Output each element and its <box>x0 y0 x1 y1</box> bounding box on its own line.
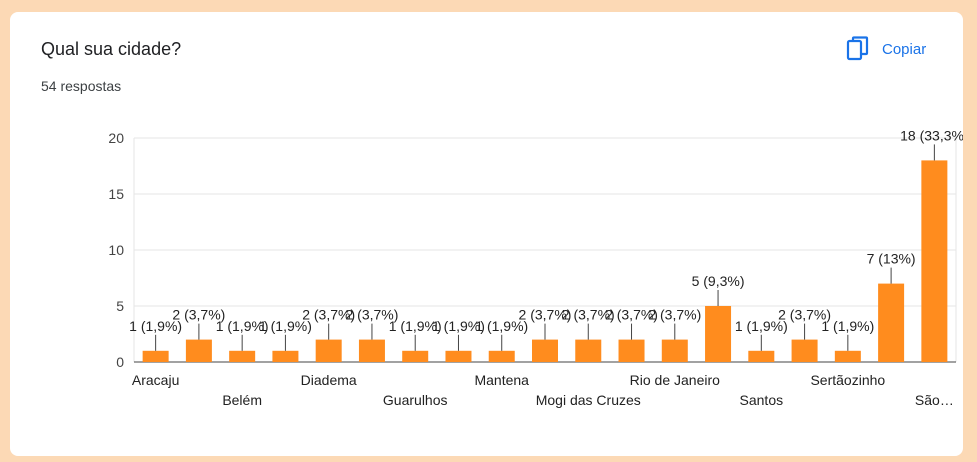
x-tick-label: Mantena <box>474 372 529 388</box>
data-label: 5 (9,3%) <box>692 273 745 289</box>
copy-button[interactable]: Copiar <box>840 34 932 64</box>
bar <box>705 306 732 362</box>
x-tick-label: São… <box>915 392 954 408</box>
data-label: 2 (3,7%) <box>648 307 701 323</box>
x-tick-label: Santos <box>740 392 784 408</box>
data-label: 1 (1,9%) <box>216 318 269 334</box>
x-tick-label: Aracaju <box>132 372 179 388</box>
data-label: 1 (1,9%) <box>389 318 442 334</box>
y-tick-label: 10 <box>108 242 124 258</box>
response-count: 54 respostas <box>41 78 122 94</box>
bar <box>921 160 948 362</box>
x-tick-label: Belém <box>222 392 262 408</box>
data-label: 1 (1,9%) <box>259 318 312 334</box>
x-tick-label: Guarulhos <box>383 392 448 408</box>
data-label: 2 (3,7%) <box>605 307 658 323</box>
data-label: 18 (33,3%) <box>900 127 963 143</box>
bar <box>834 350 861 362</box>
x-tick-label: Rio de Janeiro <box>630 372 720 388</box>
data-label: 1 (1,9%) <box>432 318 485 334</box>
bar <box>488 350 515 362</box>
x-tick-label: Mogi das Cruzes <box>536 392 641 408</box>
copy-icon <box>846 36 870 62</box>
copy-label: Copiar <box>882 40 927 58</box>
bar <box>185 339 212 362</box>
data-label: 2 (3,7%) <box>562 307 615 323</box>
bar <box>748 350 775 362</box>
y-tick-label: 15 <box>108 186 124 202</box>
bar <box>445 350 472 362</box>
bar <box>618 339 645 362</box>
bar <box>575 339 602 362</box>
y-tick-label: 20 <box>108 130 124 146</box>
bar <box>402 350 429 362</box>
x-tick-label: Diadema <box>301 372 357 388</box>
data-label: 2 (3,7%) <box>302 307 355 323</box>
data-label: 1 (1,9%) <box>735 318 788 334</box>
data-label: 1 (1,9%) <box>821 318 874 334</box>
bar <box>791 339 818 362</box>
data-label: 7 (13%) <box>867 251 916 267</box>
data-label: 1 (1,9%) <box>475 318 528 334</box>
bar <box>229 350 256 362</box>
bar <box>532 339 558 362</box>
data-label: 1 (1,9%) <box>129 318 182 334</box>
bar <box>315 339 342 362</box>
y-tick-label: 0 <box>116 354 124 370</box>
data-label: 2 (3,7%) <box>172 307 225 323</box>
data-label: 2 (3,7%) <box>519 307 572 323</box>
question-title: Qual sua cidade? <box>41 39 182 59</box>
bar <box>878 283 905 362</box>
bar <box>142 350 169 362</box>
bar <box>358 339 385 362</box>
bar <box>272 350 299 362</box>
bar <box>661 339 688 362</box>
data-label: 2 (3,7%) <box>778 307 831 323</box>
x-tick-label: Sertãozinho <box>810 372 885 388</box>
data-label: 2 (3,7%) <box>345 307 398 323</box>
y-tick-label: 5 <box>116 298 124 314</box>
